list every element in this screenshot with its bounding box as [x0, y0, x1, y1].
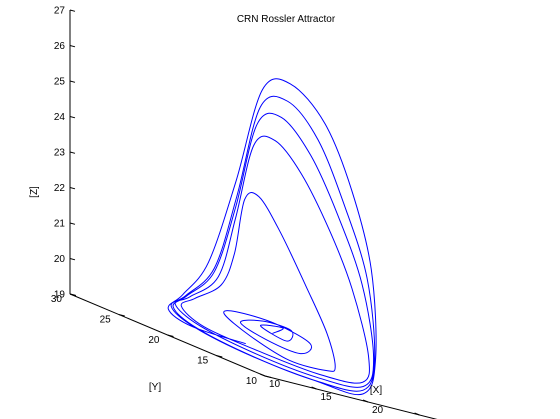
z-tick-mark: [69, 258, 76, 261]
z-tick-label: 26: [54, 41, 66, 52]
x-tick-label: 20: [372, 405, 384, 416]
z-tick-mark: [69, 45, 76, 48]
y-tick-label: 20: [148, 335, 160, 346]
z-tick-mark: [69, 80, 76, 83]
z-tick-label: 19: [54, 290, 66, 301]
z-tick-label: 22: [54, 183, 66, 194]
x-tick-mark: [259, 373, 266, 377]
z-tick-label: 24: [54, 112, 66, 123]
y-tick-label: 30: [51, 294, 63, 305]
x-axis-line: [264, 375, 438, 419]
z-tick-label: 25: [54, 77, 66, 88]
z-tick-label: 20: [54, 254, 66, 265]
y-tick-label: 15: [197, 356, 209, 367]
y-axis-label: [Y]: [149, 382, 161, 393]
x-tick-mark: [311, 386, 317, 390]
z-tick-label: 23: [54, 148, 66, 159]
y-tick-label: 10: [246, 376, 258, 387]
x-tick-mark: [414, 412, 420, 416]
chart-title: CRN Rossler Attractor: [237, 14, 336, 25]
y-tick-mark: [167, 334, 174, 337]
z-tick-mark: [69, 116, 76, 119]
y-tick-label: 25: [100, 315, 112, 326]
z-tick-mark: [69, 222, 76, 225]
y-tick-mark: [118, 314, 125, 317]
z-tick-label: 21: [54, 219, 66, 230]
x-tick-label: 10: [269, 379, 281, 390]
z-tick-mark: [69, 151, 76, 154]
series-line: [167, 78, 377, 396]
z-tick-mark: [69, 187, 76, 190]
z-axis: 19 20 21 22 23 24 25 26 27: [54, 6, 76, 301]
z-tick-mark: [69, 9, 76, 12]
y-tick-mark: [216, 355, 223, 358]
attractor-trajectory: [167, 78, 377, 396]
z-axis-label: [Z]: [29, 186, 40, 198]
y-tick-mark: [69, 293, 77, 296]
x-tick-label: 15: [321, 392, 333, 403]
z-tick-label: 27: [54, 6, 66, 17]
y-axis: 10 15 20 25 30: [51, 293, 272, 387]
x-tick-mark: [362, 399, 369, 403]
x-axis-label: [X]: [370, 385, 382, 396]
